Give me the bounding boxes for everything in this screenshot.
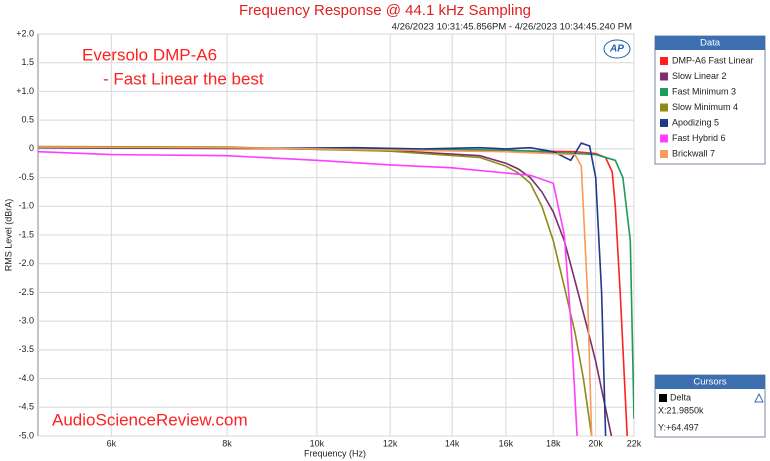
y-tick-label: -2.5 [18,287,34,297]
cursor-header [655,375,765,389]
y-axis-label: RMS Level (dBrA) [3,199,13,272]
chart-title: Frequency Response @ 44.1 kHz Sampling [239,2,531,19]
cursor-title: Cursors [693,377,727,388]
legend-swatch [660,72,668,81]
y-tick-label: 0 [29,143,34,153]
series-line [38,145,593,436]
y-tick-label: -3.5 [18,344,34,354]
y-tick-label: -1.5 [18,229,34,239]
legend-label: Brickwall 7 [672,148,715,158]
logo-shape [603,39,631,59]
plot-area: +2.0 1.5 +1.0 0.5 0 -0.5 -1.0 -1.5 -2.0 -2.5 -3.0 -… [16,28,642,448]
x-tick-label: 20k [588,438,603,448]
legend-label: Fast Hybrid 6 [672,133,726,143]
legend-panel [654,35,766,165]
legend: DMP-A6 Fast Linear Slow Linear 2 Fast Mini… [660,55,754,158]
legend-label: DMP-A6 Fast Linear [672,55,754,65]
annotation: - Fast Linear the best [103,69,264,88]
series-line [38,146,593,436]
legend-title: Data [700,38,721,49]
series-line [38,142,607,436]
x-tick-label: 6k [107,438,117,448]
x-tick-label: 22k [627,438,642,448]
x-axis-label: Frequency (Hz) [304,448,366,458]
x-tick-label: 8k [222,438,232,448]
y-tick-label: -1.0 [18,201,34,211]
legend-swatch [660,134,668,143]
legend-label: Slow Linear 2 [672,71,727,81]
y-tick-label: -4.5 [18,402,34,412]
cursor-x: X:21.9850k [658,405,704,415]
x-tick-label: 18k [546,438,561,448]
legend-swatch [660,103,668,112]
legend-label: Slow Minimum 4 [672,102,738,112]
legend-swatch [660,119,668,127]
y-tick-label: +2.0 [16,28,34,38]
cursor-swatch [659,394,667,402]
y-tick-label: 1.5 [21,57,34,67]
legend-header [655,36,765,50]
legend-label: Apodizing 5 [672,117,719,127]
cursor-icon [754,392,764,403]
legend-swatch [660,150,668,158]
logo: AP [609,44,624,55]
cursor-y: Y:+64.497 [658,422,699,432]
x-tick-label: 12k [383,438,398,448]
series-line [38,150,578,436]
y-tick-label: -0.5 [18,172,34,182]
y-tick-label: -4.0 [18,373,34,383]
y-tick-label: -2.0 [18,258,34,268]
y-tick-label: +1.0 [16,86,34,96]
cursor-entry: Delta [670,392,691,402]
annotation: Eversolo DMP-A6 [82,45,217,64]
legend-swatch [660,57,668,65]
annotation: AudioScienceReview.com [52,410,248,429]
y-tick-label: 0.5 [21,115,34,125]
y-tick-label: -3.0 [18,316,34,326]
x-tick-label: 10k [310,438,325,448]
y-tick-label: -5.0 [18,430,34,440]
chart-subtitle: 4/26/2023 10:31:45.856PM - 4/26/2023 10:… [392,22,632,33]
legend-swatch [660,88,668,96]
x-tick-label: 14k [445,438,460,448]
legend-label: Fast Minimum 3 [672,86,736,96]
x-tick-label: 16k [499,438,514,448]
